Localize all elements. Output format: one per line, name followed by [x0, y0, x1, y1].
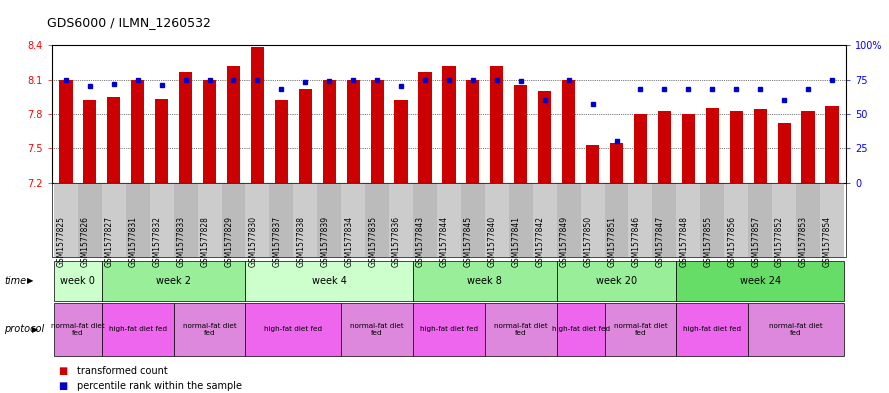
Text: GSM1577844: GSM1577844 — [440, 216, 449, 268]
Text: GSM1577835: GSM1577835 — [368, 216, 377, 268]
Text: GSM1577851: GSM1577851 — [607, 216, 616, 267]
Bar — [562, 80, 575, 183]
Bar — [251, 48, 264, 183]
Text: GSM1577836: GSM1577836 — [392, 216, 401, 268]
Bar — [467, 80, 479, 183]
Text: GDS6000 / ILMN_1260532: GDS6000 / ILMN_1260532 — [47, 17, 211, 29]
Bar — [84, 100, 96, 183]
Bar — [275, 100, 288, 183]
Bar — [155, 99, 168, 183]
Text: GSM1577843: GSM1577843 — [416, 216, 425, 268]
Text: ■: ■ — [58, 366, 67, 376]
Text: GSM1577827: GSM1577827 — [105, 216, 114, 267]
Bar — [706, 108, 719, 183]
Text: week 0: week 0 — [60, 276, 95, 286]
Bar — [108, 97, 120, 183]
Text: GSM1577825: GSM1577825 — [57, 216, 66, 267]
Text: GSM1577831: GSM1577831 — [129, 216, 138, 267]
Bar — [825, 106, 838, 183]
Text: GSM1577828: GSM1577828 — [201, 216, 210, 267]
Text: ▶: ▶ — [32, 325, 38, 334]
Bar — [658, 110, 671, 183]
Text: normal-fat diet
fed: normal-fat diet fed — [613, 323, 668, 336]
Text: week 20: week 20 — [596, 276, 637, 286]
Bar — [60, 80, 73, 183]
Text: GSM1577852: GSM1577852 — [775, 216, 784, 267]
Bar — [682, 114, 695, 183]
Bar — [730, 110, 743, 183]
Text: high-fat diet fed: high-fat diet fed — [420, 326, 478, 332]
Text: ■: ■ — [58, 381, 67, 391]
Text: normal-fat diet
fed: normal-fat diet fed — [350, 323, 404, 336]
Bar — [778, 123, 790, 183]
Text: ▶: ▶ — [27, 277, 33, 285]
Bar — [323, 80, 336, 183]
Bar — [634, 114, 647, 183]
Bar — [347, 80, 360, 183]
Text: week 24: week 24 — [740, 276, 781, 286]
Text: normal-fat diet
fed: normal-fat diet fed — [51, 323, 105, 336]
Text: GSM1577853: GSM1577853 — [799, 216, 808, 268]
Text: protocol: protocol — [4, 324, 44, 334]
Text: GSM1577850: GSM1577850 — [583, 216, 593, 268]
Text: percentile rank within the sample: percentile rank within the sample — [77, 381, 243, 391]
Text: GSM1577847: GSM1577847 — [655, 216, 664, 268]
Bar — [802, 110, 814, 183]
Text: GSM1577841: GSM1577841 — [512, 216, 521, 267]
Bar — [132, 80, 144, 183]
Text: week 4: week 4 — [312, 276, 347, 286]
Bar — [299, 89, 312, 183]
Text: week 8: week 8 — [468, 276, 502, 286]
Bar — [514, 85, 527, 183]
Text: GSM1577856: GSM1577856 — [727, 216, 736, 268]
Text: GSM1577826: GSM1577826 — [81, 216, 90, 267]
Text: normal-fat diet
fed: normal-fat diet fed — [494, 323, 548, 336]
Text: GSM1577849: GSM1577849 — [560, 216, 569, 268]
Bar — [538, 91, 551, 183]
Text: GSM1577837: GSM1577837 — [272, 216, 282, 268]
Bar — [610, 143, 623, 183]
Bar — [179, 72, 192, 183]
Text: GSM1577855: GSM1577855 — [703, 216, 712, 268]
Text: GSM1577842: GSM1577842 — [536, 216, 545, 267]
Text: GSM1577845: GSM1577845 — [464, 216, 473, 268]
Text: GSM1577833: GSM1577833 — [177, 216, 186, 268]
Text: GSM1577846: GSM1577846 — [631, 216, 640, 268]
Text: high-fat diet fed: high-fat diet fed — [264, 326, 323, 332]
Text: GSM1577840: GSM1577840 — [488, 216, 497, 268]
Text: GSM1577848: GSM1577848 — [679, 216, 688, 267]
Bar — [443, 66, 455, 183]
Text: GSM1577829: GSM1577829 — [225, 216, 234, 267]
Text: time: time — [4, 276, 27, 286]
Text: high-fat diet fed: high-fat diet fed — [551, 326, 610, 332]
Text: normal-fat diet
fed: normal-fat diet fed — [182, 323, 236, 336]
Text: week 2: week 2 — [156, 276, 191, 286]
Bar — [490, 66, 503, 183]
Text: GSM1577830: GSM1577830 — [248, 216, 258, 268]
Bar — [203, 80, 216, 183]
Bar — [371, 80, 384, 183]
Text: transformed count: transformed count — [77, 366, 168, 376]
Text: normal-fat diet
fed: normal-fat diet fed — [769, 323, 823, 336]
Bar — [754, 109, 766, 183]
Text: high-fat diet fed: high-fat diet fed — [108, 326, 167, 332]
Text: GSM1577854: GSM1577854 — [823, 216, 832, 268]
Text: GSM1577838: GSM1577838 — [296, 216, 305, 267]
Bar — [586, 145, 599, 183]
Text: GSM1577857: GSM1577857 — [751, 216, 760, 268]
Text: GSM1577839: GSM1577839 — [320, 216, 329, 268]
Text: high-fat diet fed: high-fat diet fed — [684, 326, 741, 332]
Text: GSM1577832: GSM1577832 — [153, 216, 162, 267]
Bar — [395, 100, 408, 183]
Bar — [419, 72, 431, 183]
Text: GSM1577834: GSM1577834 — [344, 216, 353, 268]
Bar — [227, 66, 240, 183]
